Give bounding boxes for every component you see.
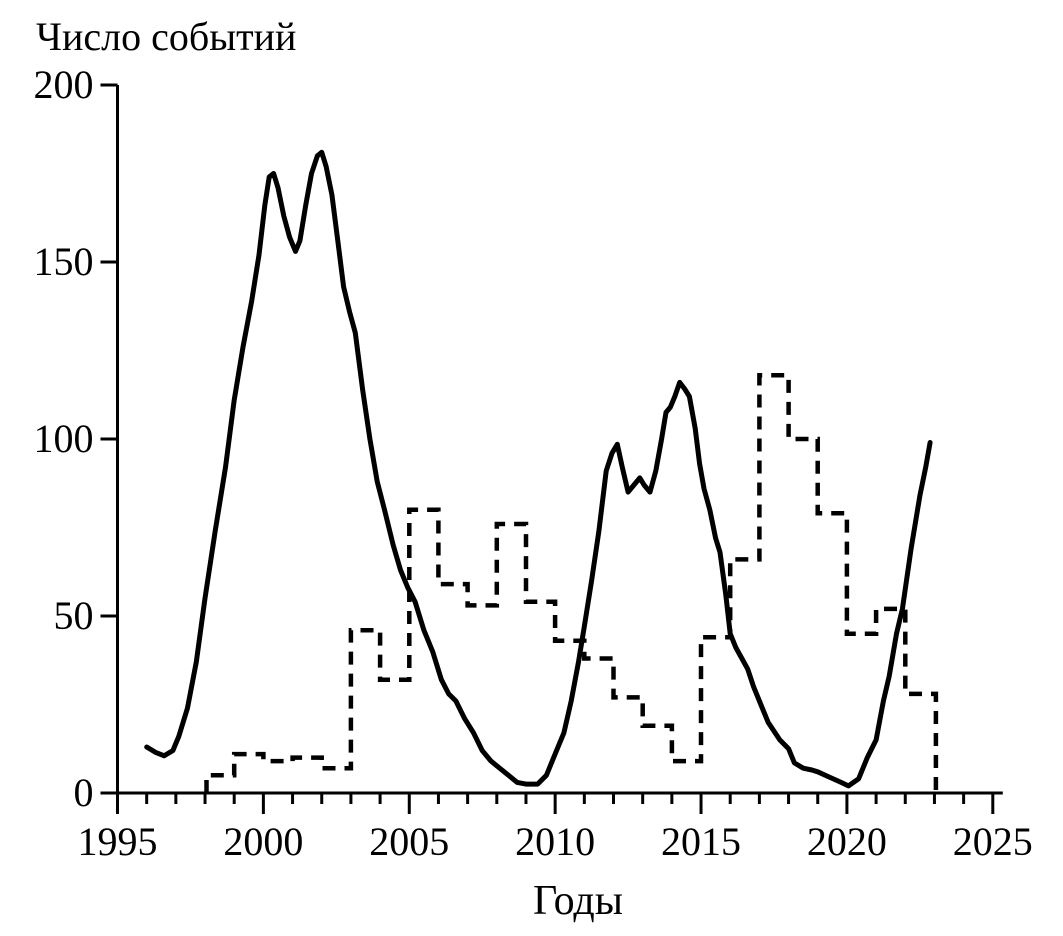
- y-tick-label: 100: [34, 416, 94, 461]
- x-tick-label: 2005: [369, 819, 449, 864]
- axis-lines: [116, 85, 1003, 795]
- y-tick-label: 0: [74, 770, 94, 815]
- x-axis-minor-ticks: [145, 793, 966, 804]
- x-tick-label: 2010: [515, 819, 595, 864]
- axes: [116, 85, 1003, 795]
- y-axis-title: Число событий: [36, 14, 296, 59]
- y-tick-label: 50: [54, 593, 94, 638]
- x-tick-label: 2020: [807, 819, 887, 864]
- y-tick-label: 150: [34, 239, 94, 284]
- dashed-step-series-line: [204, 373, 939, 793]
- x-axis-major-ticks: [116, 793, 995, 814]
- x-tick-label: 2000: [223, 819, 303, 864]
- x-tick-label: 2025: [953, 819, 1033, 864]
- y-axis-tick-labels: 0 50 100 150 200: [34, 62, 94, 815]
- x-axis-tick-labels: 1995 2000 2005 2010 2015 2020 2025: [78, 819, 1033, 864]
- y-axis-ticks: [100, 83, 118, 795]
- x-tick-label: 2015: [661, 819, 741, 864]
- y-tick-label: 200: [34, 62, 94, 107]
- solid-series-line: [144, 149, 933, 789]
- x-axis-title: Годы: [533, 878, 623, 924]
- x-tick-label: 1995: [78, 819, 158, 864]
